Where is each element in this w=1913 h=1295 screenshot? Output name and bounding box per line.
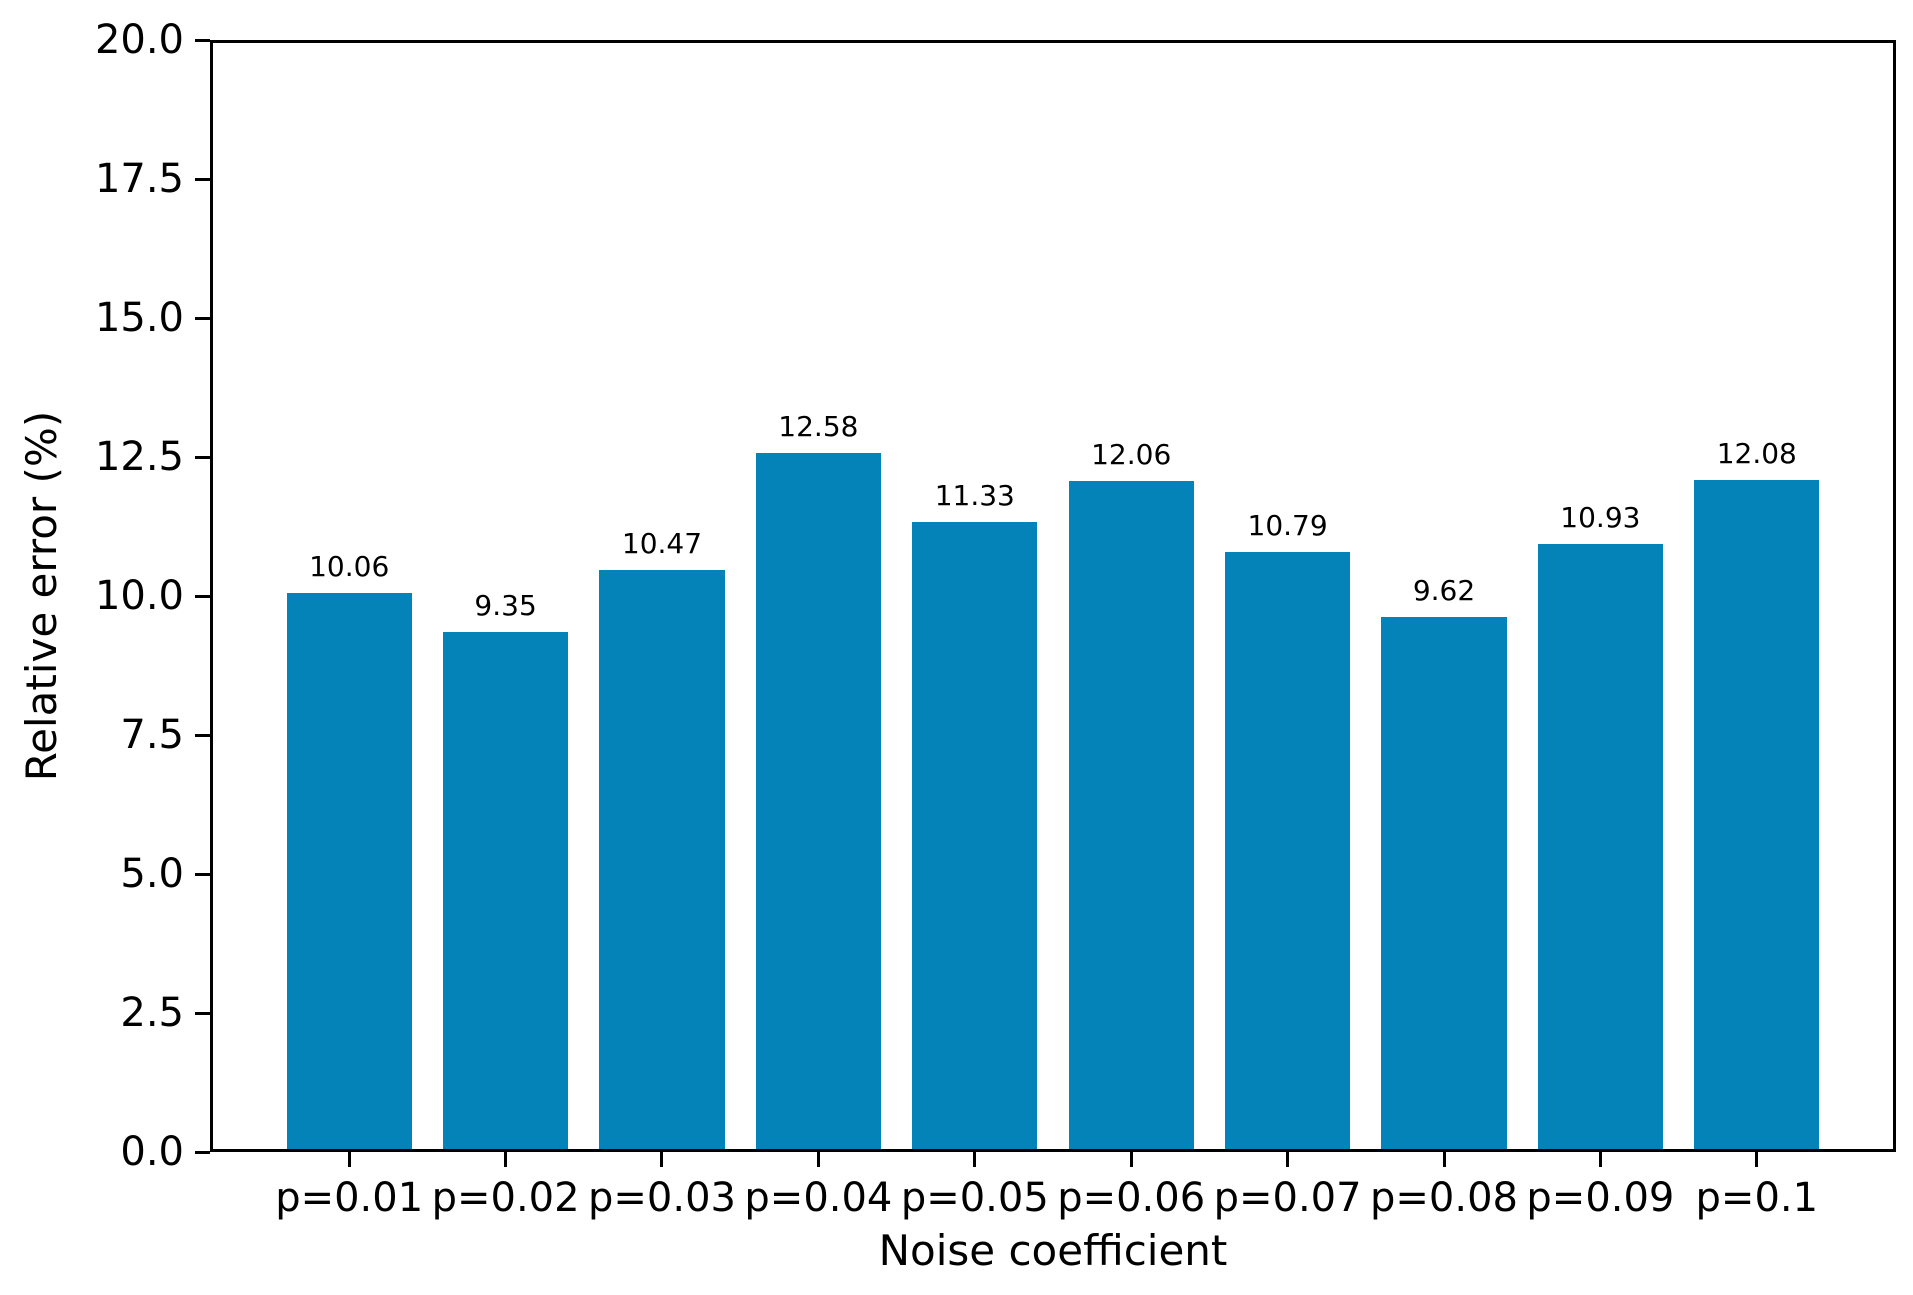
x-tick-label: p=0.08 <box>1370 1175 1518 1221</box>
x-tick-mark <box>973 1152 977 1167</box>
bar-value-label: 11.33 <box>934 479 1015 513</box>
x-tick-mark <box>347 1152 351 1167</box>
y-tick-label: 0.0 <box>120 1129 184 1175</box>
y-tick-label: 2.5 <box>120 990 184 1036</box>
bar-value-label: 10.93 <box>1560 501 1641 535</box>
bar-value-label: 10.79 <box>1247 509 1328 543</box>
x-tick-label: p=0.04 <box>744 1175 893 1221</box>
x-tick-mark <box>660 1152 664 1167</box>
x-tick-label: p=0.03 <box>588 1175 736 1221</box>
bar-p=0.04 <box>755 452 881 1152</box>
x-axis-title: Noise coefficient <box>878 1226 1228 1275</box>
y-tick-label: 10.0 <box>94 573 184 619</box>
y-tick-label: 15.0 <box>94 295 184 341</box>
bar-p=0.09 <box>1537 544 1663 1152</box>
y-tick-mark <box>195 733 210 737</box>
x-tick-label: p=0.01 <box>275 1175 424 1221</box>
x-tick-label: p=0.07 <box>1213 1175 1362 1221</box>
x-tick-label: p=0.02 <box>431 1175 580 1221</box>
y-tick-mark <box>195 316 210 320</box>
y-tick-label: 12.5 <box>94 434 184 480</box>
bar-value-label: 12.08 <box>1716 437 1797 471</box>
bar-value-label: 9.62 <box>1412 574 1476 608</box>
bar-value-label: 12.06 <box>1091 438 1172 472</box>
y-tick-mark <box>195 1150 210 1154</box>
y-tick-mark <box>195 177 210 181</box>
x-tick-mark <box>1598 1152 1602 1167</box>
y-tick-label: 5.0 <box>120 851 184 897</box>
y-tick-label: 20.0 <box>94 17 184 63</box>
y-tick-mark <box>195 594 210 598</box>
bar-p=0.08 <box>1381 617 1507 1152</box>
bar-value-label: 9.35 <box>474 589 537 623</box>
y-tick-mark <box>195 455 210 459</box>
bar-value-label: 10.06 <box>309 549 390 583</box>
y-tick-mark <box>195 38 210 42</box>
x-tick-label: p=0.1 <box>1695 1175 1819 1221</box>
x-tick-mark <box>816 1152 820 1167</box>
bar-p=0.06 <box>1068 481 1194 1152</box>
bar-p=0.03 <box>599 569 725 1152</box>
x-tick-label: p=0.06 <box>1057 1175 1206 1221</box>
y-tick-label: 17.5 <box>94 156 184 202</box>
x-tick-mark <box>1286 1152 1290 1167</box>
bar-p=0.1 <box>1694 480 1820 1152</box>
bar-p=0.02 <box>443 632 569 1152</box>
y-tick-mark <box>195 872 210 876</box>
y-tick-label: 7.5 <box>120 712 184 758</box>
x-tick-mark <box>1129 1152 1133 1167</box>
y-tick-mark <box>195 1011 210 1015</box>
bar-value-label: 10.47 <box>621 526 703 560</box>
bar-value-label: 12.58 <box>778 409 859 443</box>
bar-p=0.01 <box>286 592 412 1152</box>
x-tick-label: p=0.05 <box>900 1175 1049 1221</box>
x-tick-label: p=0.09 <box>1526 1175 1675 1221</box>
bar-p=0.05 <box>912 522 1038 1152</box>
x-tick-mark <box>1755 1152 1759 1167</box>
bar-p=0.07 <box>1225 552 1351 1152</box>
x-tick-mark <box>1442 1152 1446 1167</box>
x-tick-mark <box>504 1152 508 1167</box>
